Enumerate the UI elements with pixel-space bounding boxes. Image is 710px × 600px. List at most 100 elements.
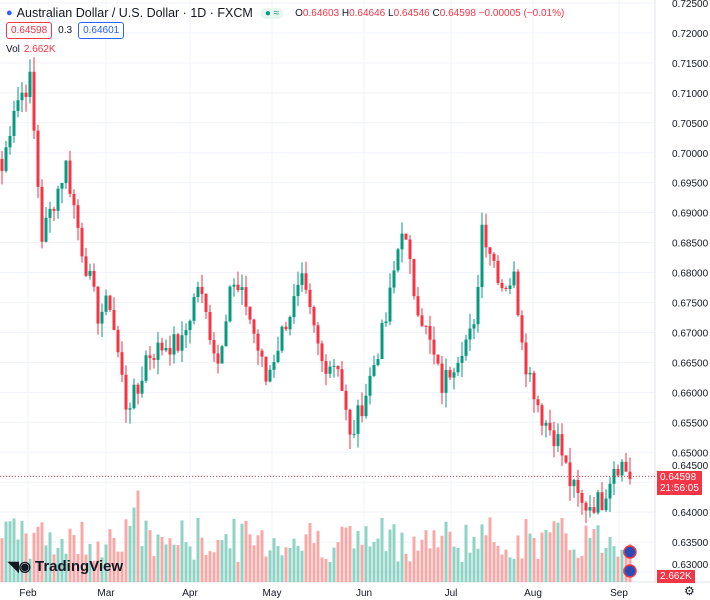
volume-bar bbox=[112, 537, 116, 582]
volume-bar bbox=[504, 549, 508, 582]
candle-body bbox=[488, 247, 492, 254]
volume-bar bbox=[532, 538, 536, 582]
x-tick-label: Mar bbox=[97, 588, 115, 599]
candle-body bbox=[420, 315, 424, 326]
volume-bar bbox=[576, 557, 580, 582]
candle-body bbox=[484, 224, 488, 248]
volume-bar bbox=[272, 538, 276, 582]
volume-bar bbox=[4, 521, 8, 582]
volume-bar bbox=[352, 548, 356, 582]
candle-body bbox=[520, 315, 524, 343]
volume-bar bbox=[260, 530, 264, 582]
volume-bar bbox=[48, 532, 52, 582]
volume-bar bbox=[592, 529, 596, 582]
candle-body bbox=[468, 328, 472, 340]
buy-button[interactable]: 0.64601 bbox=[78, 22, 125, 39]
volume-bar bbox=[172, 544, 176, 582]
volume-bar bbox=[128, 525, 132, 582]
candle-body bbox=[592, 507, 596, 513]
volume-bar bbox=[156, 534, 160, 582]
volume-bar bbox=[384, 551, 388, 582]
volume-bar bbox=[132, 507, 136, 582]
volume-bar bbox=[108, 529, 112, 582]
volume-bar bbox=[628, 543, 632, 582]
volume-bar bbox=[244, 520, 248, 582]
candle-body bbox=[376, 359, 380, 366]
candle-body bbox=[620, 461, 624, 476]
candle-body bbox=[476, 287, 480, 325]
volume-bar bbox=[292, 538, 296, 582]
settings-gear-icon[interactable]: ⚙ bbox=[684, 584, 695, 598]
last-price-tag: 0.64598 21:56:05 bbox=[657, 471, 702, 495]
volume-bar bbox=[356, 530, 360, 582]
volume-bar bbox=[124, 519, 128, 582]
candle-body bbox=[260, 350, 264, 357]
candle-body bbox=[68, 160, 72, 194]
candle-body bbox=[228, 286, 232, 322]
volume-bar bbox=[520, 558, 524, 582]
volume-bar bbox=[64, 553, 68, 582]
candle-body bbox=[76, 205, 80, 228]
volume-bar bbox=[268, 550, 272, 582]
candle-body bbox=[548, 422, 552, 431]
volume-bar bbox=[344, 527, 348, 582]
market-status-badge[interactable]: ● ≈ bbox=[260, 7, 284, 19]
candle-body bbox=[236, 284, 240, 290]
candle-body bbox=[500, 282, 504, 288]
candle-body bbox=[40, 186, 44, 242]
candle-body bbox=[176, 334, 180, 351]
volume-bar bbox=[496, 545, 500, 582]
volume-bar bbox=[568, 550, 572, 582]
candle-body bbox=[304, 273, 308, 290]
candle-body bbox=[160, 342, 164, 351]
volume-bar bbox=[476, 548, 480, 582]
y-tick-label: 0.72000 bbox=[672, 29, 709, 40]
candle-body bbox=[152, 358, 156, 360]
volume-bar bbox=[316, 530, 320, 582]
volume-bar bbox=[40, 522, 44, 582]
x-tick-label: Jul bbox=[445, 588, 458, 599]
candle-body bbox=[600, 492, 604, 511]
tradingview-logo[interactable]: ◥◉ TradingView bbox=[8, 558, 124, 575]
candle-body bbox=[352, 433, 356, 435]
sell-button[interactable]: 0.64598 bbox=[6, 22, 53, 39]
candle-body bbox=[324, 361, 328, 374]
candle-body bbox=[224, 321, 228, 347]
volume-bar bbox=[464, 524, 468, 582]
candle-body bbox=[248, 306, 252, 320]
candle-body bbox=[172, 334, 176, 355]
y-tick-label: 0.63000 bbox=[672, 560, 709, 571]
candle-body bbox=[64, 160, 68, 184]
candle-body bbox=[80, 227, 84, 257]
volume-bar bbox=[88, 543, 92, 582]
candle-body bbox=[320, 343, 324, 362]
symbol-title[interactable]: Australian Dollar / U.S. Dollar · 1D · F… bbox=[16, 6, 253, 20]
candle-body bbox=[140, 380, 144, 394]
volume-bar bbox=[320, 557, 324, 582]
candle-body bbox=[576, 479, 580, 493]
candle-body bbox=[240, 287, 244, 290]
candle-body bbox=[84, 256, 88, 276]
y-tick-label: 0.66000 bbox=[672, 388, 709, 399]
candle-body bbox=[444, 370, 448, 393]
candle-body bbox=[164, 348, 168, 351]
volume-bar bbox=[584, 525, 588, 582]
volume-bar bbox=[468, 552, 472, 582]
candle-body bbox=[244, 287, 248, 307]
candle-body bbox=[348, 409, 352, 435]
volume-bar bbox=[224, 534, 228, 582]
candle-body bbox=[4, 147, 8, 171]
volume-bar bbox=[264, 556, 268, 582]
volume-bar bbox=[420, 539, 424, 582]
y-tick-label: 0.67000 bbox=[672, 328, 709, 339]
volume-bar bbox=[456, 547, 460, 582]
volume-bar bbox=[36, 526, 40, 582]
volume-bar bbox=[612, 546, 616, 582]
spread: 0.3 bbox=[58, 25, 73, 36]
volume-bar bbox=[212, 552, 216, 582]
candle-body bbox=[216, 353, 220, 364]
volume-bar bbox=[152, 556, 156, 582]
volume-bar bbox=[516, 535, 520, 582]
volume-bar bbox=[248, 534, 252, 582]
